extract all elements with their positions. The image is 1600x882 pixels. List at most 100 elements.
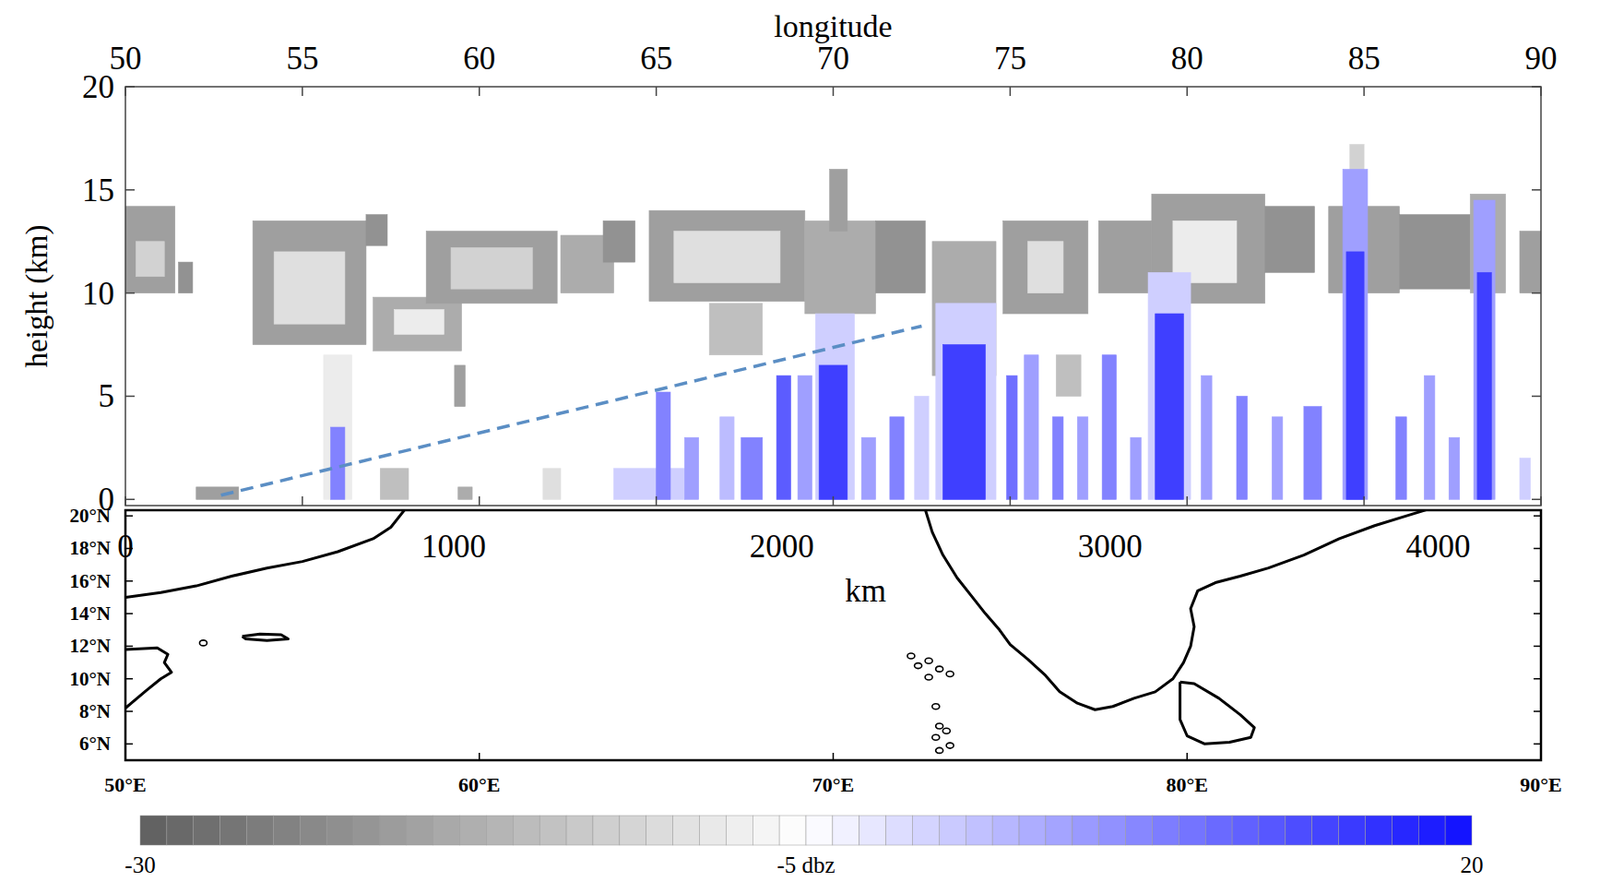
tick-label: 14°N <box>69 602 111 625</box>
tick <box>125 85 135 88</box>
reflectivity-cell <box>178 261 193 294</box>
tick <box>655 496 658 506</box>
reflectivity-cell <box>450 247 533 289</box>
reflectivity-cell <box>1077 416 1089 499</box>
colorbar-segment <box>566 815 593 845</box>
colorbar-segment <box>673 815 700 845</box>
island <box>946 670 954 676</box>
tick-label: 70°E <box>812 772 854 796</box>
reflectivity-cell <box>125 206 176 294</box>
tick <box>125 645 133 648</box>
reflectivity-cell <box>720 416 735 499</box>
tick <box>301 496 304 506</box>
tick <box>832 496 835 506</box>
tick <box>655 86 658 96</box>
reflectivity-cell <box>1265 206 1316 273</box>
reflectivity-cell <box>1148 272 1191 499</box>
colorbar-segment <box>1391 815 1419 845</box>
colorbar-segment <box>512 815 540 845</box>
reflectivity-cell <box>942 344 985 500</box>
reflectivity-cell <box>1423 375 1435 499</box>
reflectivity-cell <box>1028 241 1064 294</box>
tick <box>124 752 127 760</box>
tick-label: 80°E <box>1166 772 1209 796</box>
tick <box>1533 710 1541 712</box>
reflectivity-cell <box>394 309 445 335</box>
tick-label: 4000 <box>1406 528 1471 565</box>
colorbar-segment <box>1285 815 1313 845</box>
tick-label: 80 <box>1171 40 1204 77</box>
tick <box>125 292 135 295</box>
reflectivity-cell <box>1052 416 1064 499</box>
colorbar-segment <box>406 815 434 845</box>
tick <box>1533 677 1541 680</box>
reflectivity-cell <box>889 416 904 499</box>
island <box>907 652 915 659</box>
reflectivity-cell <box>674 231 781 284</box>
reflectivity-cell <box>818 365 848 499</box>
reflectivity-cell <box>1519 231 1541 294</box>
tick <box>1009 86 1012 96</box>
reflectivity-cell <box>649 210 806 301</box>
tick-label: 75 <box>994 40 1027 77</box>
colorbar-segment <box>965 815 993 845</box>
tick <box>1186 496 1189 506</box>
tick <box>125 743 133 746</box>
tick <box>1533 645 1541 648</box>
colorbar-segment <box>725 815 753 845</box>
tick <box>1531 498 1541 501</box>
reflectivity-cell <box>252 220 367 344</box>
tick-label: 15 <box>82 172 115 209</box>
frame <box>125 86 1541 506</box>
figure: 505560657075808590longitude05101520heigh… <box>0 0 1600 882</box>
reflectivity-cell <box>543 468 561 500</box>
reflectivity-cell <box>1342 168 1368 499</box>
coastline <box>924 509 1428 710</box>
tick-label: 90 <box>1525 40 1558 77</box>
island <box>936 746 944 753</box>
island <box>942 727 950 734</box>
colorbar-label: 20 <box>1460 852 1484 878</box>
reflectivity-cell <box>1271 416 1283 499</box>
tick <box>1186 86 1189 96</box>
tick-label: 0 <box>117 528 134 565</box>
tick-label: 1000 <box>421 528 486 565</box>
tick <box>125 395 135 398</box>
axis-title: km <box>844 572 887 609</box>
reflectivity-cell <box>1003 220 1089 314</box>
tick <box>1362 86 1365 96</box>
colorbar-segment <box>1151 815 1179 845</box>
tick <box>1533 612 1541 615</box>
tick <box>1531 189 1541 191</box>
reflectivity-cell <box>1448 437 1460 499</box>
tick <box>1533 580 1541 582</box>
tick-label: 85 <box>1348 40 1381 77</box>
colorbar-segment <box>992 815 1020 845</box>
reflectivity-cell <box>273 251 345 324</box>
colorbar-segment <box>460 815 487 845</box>
tick <box>1533 514 1541 517</box>
island <box>924 674 933 680</box>
colorbar-segment <box>1205 815 1233 845</box>
colorbar-segment <box>592 815 620 845</box>
colorbar-segment <box>646 815 674 845</box>
tick-label: 50°E <box>104 772 146 796</box>
tick-label: 20 <box>82 69 115 106</box>
colorbar-segment <box>433 815 461 845</box>
tick <box>1540 86 1542 96</box>
colorbar-segment <box>353 815 380 845</box>
reflectivity-cell <box>1346 251 1364 499</box>
reflectivity-cell <box>1473 200 1495 499</box>
coastline <box>125 647 172 708</box>
tick <box>1531 292 1541 295</box>
axis-title: height (km) <box>20 225 55 368</box>
island <box>199 640 207 646</box>
tick-label: 60 <box>462 40 496 77</box>
tick-label: 2000 <box>749 528 815 565</box>
reflectivity-cell <box>815 313 854 499</box>
reflectivity-cell <box>1399 214 1471 290</box>
reflectivity-cell <box>914 395 929 499</box>
reflectivity-cell <box>614 468 686 500</box>
colorbar-segment <box>1364 815 1392 845</box>
reflectivity-cell <box>379 468 409 500</box>
